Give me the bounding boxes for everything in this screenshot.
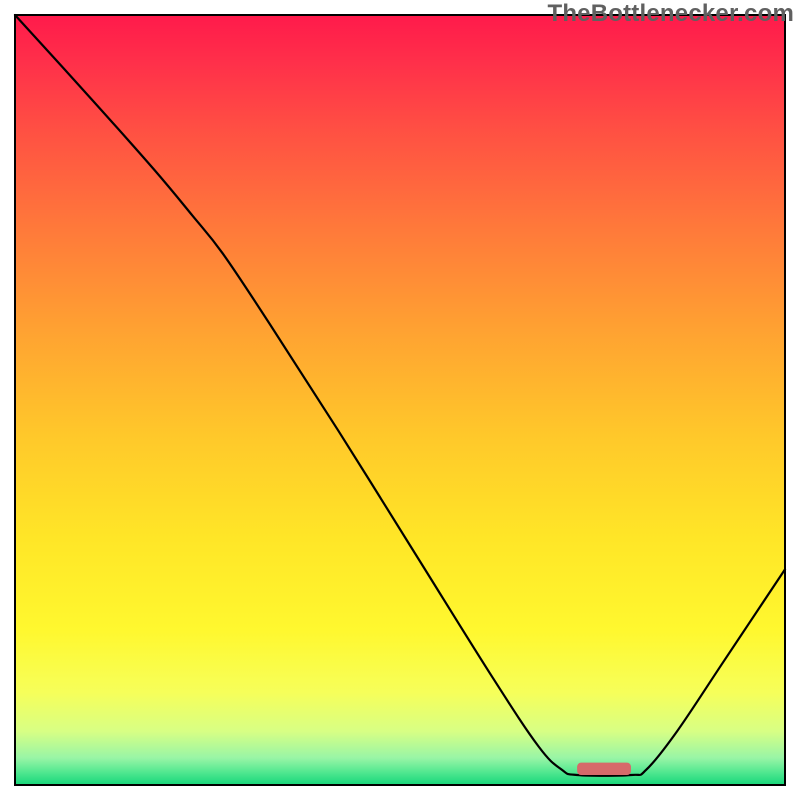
watermark-text: TheBottlenecker.com (547, 0, 794, 28)
chart-container: TheBottlenecker.com (0, 0, 800, 800)
bottleneck-curve-chart (0, 0, 800, 800)
optimal-range-marker (577, 763, 631, 775)
plot-background (15, 15, 785, 785)
